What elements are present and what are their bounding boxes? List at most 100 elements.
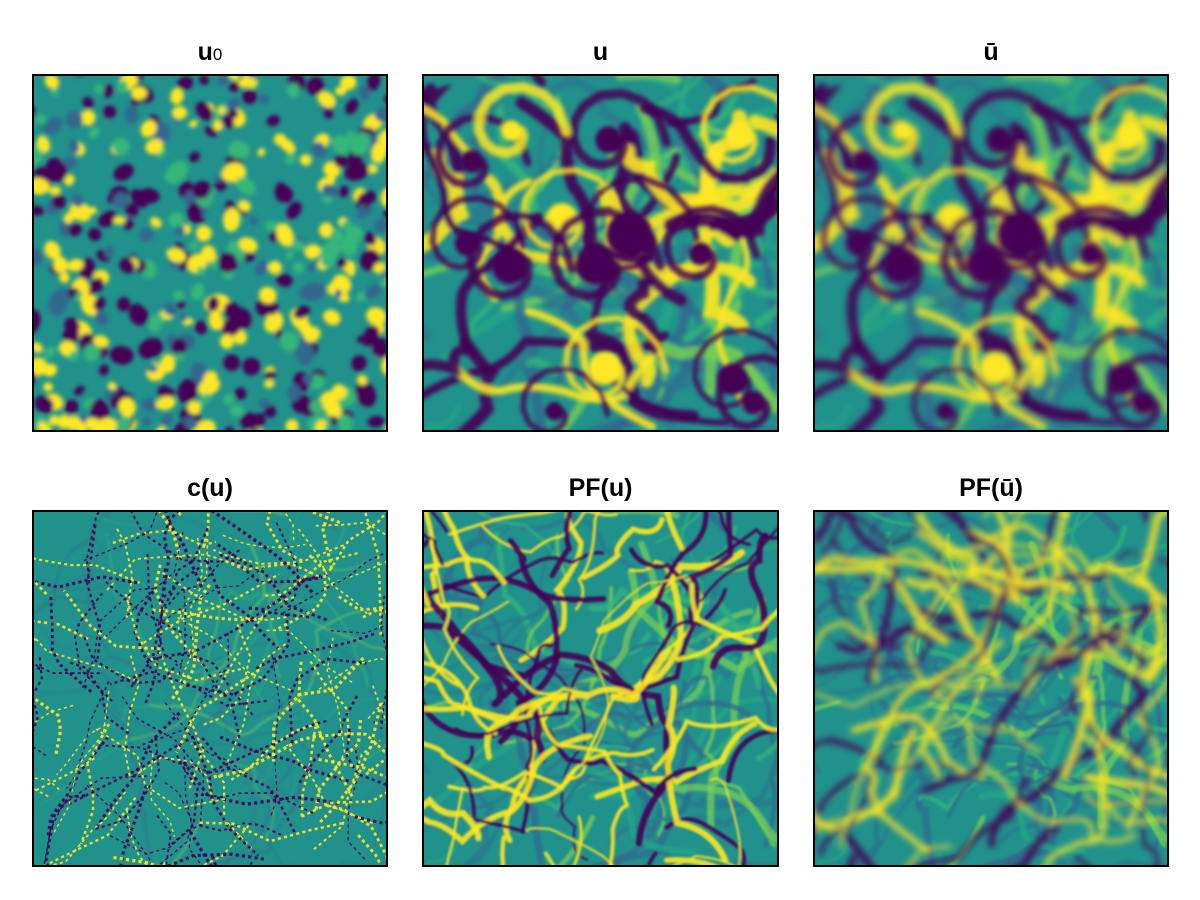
field-filament	[966, 717, 1136, 844]
field-blob	[124, 105, 139, 124]
field-filament	[34, 595, 93, 616]
field-stripe	[108, 823, 203, 855]
field-blob	[147, 365, 158, 373]
field-blob	[370, 141, 386, 164]
field-filament	[53, 512, 111, 596]
field-filament	[1012, 144, 1167, 214]
heatmap-image	[424, 76, 777, 430]
field-stripe	[271, 656, 365, 762]
field-blob	[82, 96, 94, 109]
field-stripe	[179, 531, 209, 683]
field-blob	[38, 139, 49, 153]
field-filament	[206, 698, 316, 865]
field-blob	[59, 271, 70, 283]
field-stripe	[201, 825, 250, 865]
field-blob	[121, 168, 130, 177]
field-stripe	[317, 702, 383, 826]
field-blob	[155, 426, 166, 430]
field-stripe	[380, 595, 386, 729]
field-stripe	[142, 631, 230, 746]
field-blob	[292, 261, 305, 274]
field-stripe	[264, 629, 353, 683]
field-blob	[344, 225, 364, 244]
field-stripe	[34, 704, 74, 724]
field-blob	[338, 185, 349, 198]
field-filament	[710, 777, 741, 865]
field-filament	[581, 516, 665, 581]
field-blob	[51, 194, 66, 210]
field-filament	[424, 699, 534, 742]
field-stripe	[166, 852, 265, 865]
field-blob	[65, 110, 83, 129]
field-blob	[90, 277, 104, 293]
title-text: u	[592, 38, 609, 66]
field-blob	[357, 204, 367, 217]
field-filament	[487, 699, 546, 865]
field-blob	[115, 415, 133, 429]
vortex-core	[979, 351, 1013, 385]
field-blob	[273, 133, 287, 146]
field-blob	[329, 229, 344, 244]
field-filament	[429, 539, 480, 717]
field-stripe	[182, 761, 342, 806]
field-blob	[224, 426, 234, 430]
field-blob	[228, 76, 240, 81]
field-filament	[1039, 515, 1167, 686]
field-stripe	[152, 608, 263, 622]
field-blob	[117, 80, 129, 94]
field-vortices	[820, 82, 1167, 430]
field-filament	[447, 747, 655, 793]
field-stripe	[201, 512, 210, 549]
field-blob	[173, 290, 185, 302]
vortex-core	[966, 244, 1007, 285]
vortex-arm	[959, 88, 1062, 170]
vortex-core	[883, 248, 919, 284]
field-blob	[293, 305, 311, 319]
field-filament	[1014, 821, 1061, 865]
field-blob	[379, 276, 386, 288]
field-filament	[920, 543, 1080, 593]
field-blob	[34, 249, 44, 266]
field-blob	[276, 273, 293, 287]
field-blob	[201, 248, 214, 260]
field-stripe	[81, 587, 155, 688]
vortex-core	[501, 120, 522, 141]
field-stripe	[34, 619, 89, 641]
field-filament	[1069, 512, 1082, 553]
field-filament	[664, 684, 729, 864]
heatmap-u-bar	[813, 74, 1169, 432]
heatmap-image	[815, 76, 1167, 430]
field-filament	[454, 512, 511, 593]
vortex-core	[588, 351, 622, 385]
field-filament	[594, 721, 758, 800]
field-blob	[264, 404, 277, 418]
field-filament	[920, 639, 1004, 779]
field-filament	[699, 527, 777, 603]
field-filament	[978, 661, 1092, 801]
field-stripe	[79, 723, 111, 845]
field-blob	[92, 417, 117, 430]
panel-title-c-u: c(u)	[32, 476, 388, 501]
field-blob	[44, 76, 60, 89]
field-stripe	[309, 660, 351, 743]
field-stripe	[156, 814, 172, 865]
field-stripe	[362, 512, 383, 635]
heatmap-u	[422, 74, 779, 432]
field-blob	[299, 282, 326, 301]
field-blob	[339, 76, 357, 91]
field-filament	[942, 512, 1005, 618]
field-stripe	[169, 583, 211, 702]
vortex-core	[725, 120, 754, 149]
field-blob	[323, 309, 341, 326]
vortex-arm	[1082, 327, 1167, 409]
field-blob	[193, 419, 216, 430]
field-blob	[242, 89, 258, 105]
field-filament	[580, 574, 687, 767]
panel-u-bar: ū	[813, 40, 1169, 432]
vortex-arm	[856, 211, 967, 300]
vortex-arm	[520, 366, 611, 430]
title-text: PF(ū)	[959, 474, 1023, 502]
field-stripe	[158, 651, 205, 789]
field-blob	[373, 262, 386, 274]
field-blob	[187, 201, 202, 224]
